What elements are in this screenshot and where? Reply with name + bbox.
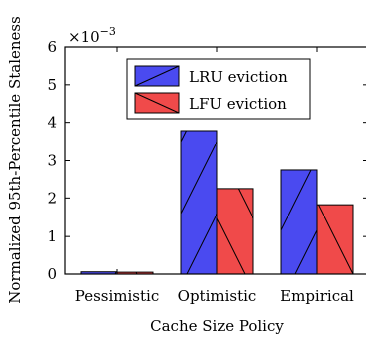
y-tick-label: 4 bbox=[47, 114, 57, 132]
bars bbox=[80, 130, 354, 275]
bar-hatch-lfu-empirical bbox=[317, 205, 353, 274]
x-tick-label: Pessimistic bbox=[75, 287, 159, 305]
y-tick-label: 0 bbox=[47, 265, 57, 283]
y-tick-label: 6 bbox=[47, 38, 57, 56]
x-tick-label: Optimistic bbox=[178, 287, 257, 305]
bar-hatch-lfu-pessimistic bbox=[117, 272, 153, 274]
legend-label-lru: LRU eviction bbox=[189, 68, 288, 86]
x-tick-label: Empirical bbox=[280, 287, 354, 305]
y-tick-label: 3 bbox=[47, 152, 57, 170]
axis-ticks: Pessimistic Optimistic Empirical 0 1 2 3 4 5 6 bbox=[47, 38, 366, 305]
bar-hatch-lfu-optimistic bbox=[217, 188, 253, 274]
y-axis-label: Normalized 95th-Percentile Staleness bbox=[6, 16, 24, 304]
y-tick-label: 1 bbox=[47, 227, 57, 245]
plot-frame bbox=[64, 46, 366, 275]
y-scale-base: ×10 bbox=[68, 28, 100, 46]
legend: LRU eviction LFU eviction bbox=[126, 58, 311, 120]
legend-label-lfu: LFU eviction bbox=[189, 95, 287, 113]
y-tick-label: 5 bbox=[47, 76, 57, 94]
bar-hatch-lru-optimistic bbox=[181, 130, 217, 274]
bar-hatch-lru-pessimistic bbox=[81, 271, 117, 274]
x-axis-label: Cache Size Policy bbox=[150, 317, 284, 335]
y-scale-exponent: −3 bbox=[100, 25, 116, 38]
bar-hatch-lru-empirical bbox=[281, 169, 317, 274]
y-scale-label: ×10−3 bbox=[68, 25, 116, 46]
y-tick-label: 2 bbox=[47, 189, 57, 207]
